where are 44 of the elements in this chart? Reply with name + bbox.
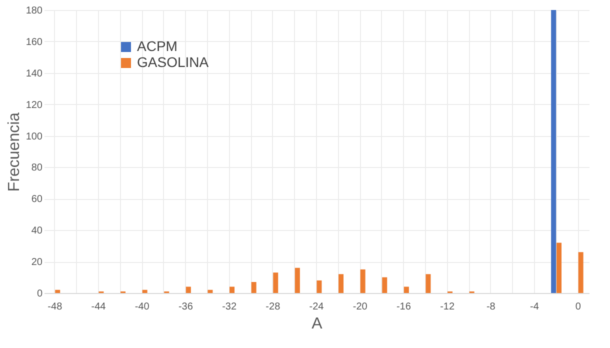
- y-tick-label: 180: [26, 6, 43, 16]
- bar: [404, 286, 409, 293]
- bar: [186, 286, 191, 293]
- x-tick-label: -12: [440, 302, 455, 312]
- bar: [556, 242, 562, 293]
- y-tick-label: 120: [26, 100, 43, 111]
- y-tick-label: 80: [31, 162, 43, 174]
- bar: [251, 282, 256, 293]
- y-tick-label: 60: [31, 194, 43, 206]
- bar: [273, 272, 278, 293]
- x-tick-label: -28: [266, 302, 281, 312]
- y-tick-label: 100: [26, 131, 43, 142]
- x-tick-label: -44: [91, 302, 106, 312]
- bar: [294, 268, 300, 293]
- bar: [551, 10, 556, 293]
- x-tick-label: -36: [178, 302, 194, 312]
- x-tick-label: -16: [396, 302, 412, 312]
- bar: [55, 290, 60, 293]
- legend-label: ACPM: [137, 38, 178, 54]
- x-tick-label: -4: [530, 302, 540, 312]
- x-tick-label: 0: [575, 302, 582, 312]
- x-tick-label: -20: [352, 302, 368, 312]
- legend-label: GASOLINA: [137, 54, 210, 70]
- bar: [142, 290, 148, 293]
- x-tick-label: -32: [222, 302, 237, 312]
- y-tick-label: 0: [36, 288, 43, 300]
- bar: [578, 252, 584, 293]
- bar: [426, 274, 431, 293]
- y-axis-title: Frecuencia: [6, 112, 23, 192]
- y-tick-label: 40: [31, 226, 43, 237]
- x-tick-label: -8: [486, 302, 496, 312]
- bar: [382, 277, 388, 293]
- bar: [338, 274, 344, 293]
- x-tick-label: -40: [134, 302, 150, 312]
- y-tick-label: 160: [26, 36, 43, 48]
- x-tick-label: -48: [48, 302, 63, 312]
- y-tick-label: 20: [31, 257, 43, 268]
- bar: [316, 280, 322, 293]
- bar: [360, 269, 366, 293]
- bar: [230, 286, 235, 293]
- y-tick-label: 140: [26, 68, 43, 80]
- bar: [208, 290, 213, 293]
- x-tick-label: -24: [309, 302, 324, 312]
- x-axis-title: A: [312, 316, 323, 332]
